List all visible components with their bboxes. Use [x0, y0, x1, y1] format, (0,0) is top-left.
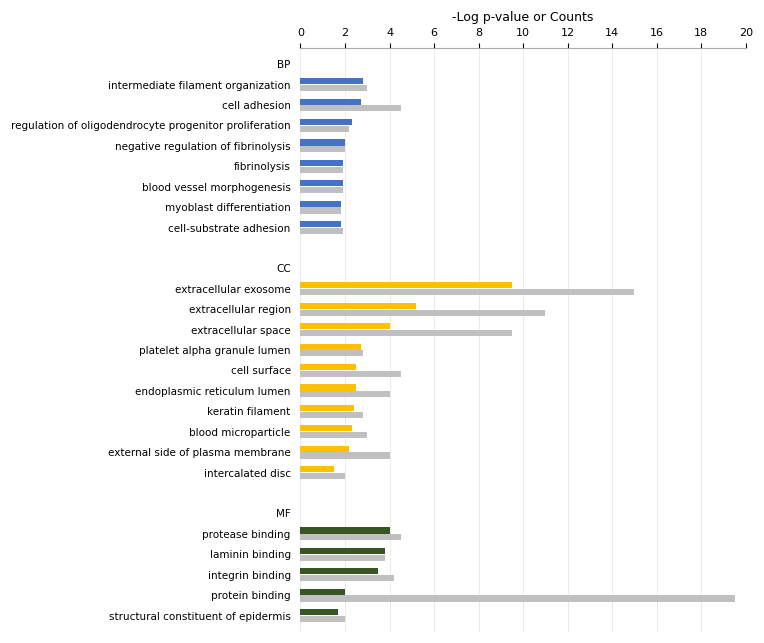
Bar [300, 309, 545, 316]
Bar [300, 385, 356, 390]
Bar [300, 146, 345, 152]
Bar [300, 548, 385, 554]
Bar [300, 98, 361, 105]
Bar [300, 330, 512, 336]
Bar [300, 208, 341, 213]
Bar [300, 119, 351, 125]
Bar [300, 167, 343, 173]
Bar [300, 446, 349, 452]
Bar [300, 78, 363, 84]
Bar [300, 221, 341, 227]
Bar [300, 425, 351, 431]
Bar [300, 527, 390, 534]
Bar [300, 391, 390, 397]
Bar [300, 616, 345, 622]
Bar [300, 228, 343, 234]
Bar [300, 554, 385, 561]
Bar [300, 282, 512, 289]
X-axis label: -Log p-value or Counts: -Log p-value or Counts [452, 11, 594, 24]
Bar [300, 160, 343, 166]
Bar [300, 323, 390, 329]
Bar [300, 350, 363, 356]
Bar [300, 609, 338, 615]
Bar [300, 473, 345, 479]
Bar [300, 453, 390, 458]
Bar [300, 466, 334, 472]
Bar [300, 180, 343, 186]
Bar [300, 371, 400, 377]
Bar [300, 85, 367, 91]
Bar [300, 187, 343, 193]
Bar [300, 534, 400, 540]
Bar [300, 140, 345, 145]
Bar [300, 432, 367, 438]
Bar [300, 364, 356, 370]
Bar [300, 303, 416, 309]
Bar [300, 343, 361, 350]
Bar [300, 125, 349, 132]
Bar [300, 201, 341, 207]
Bar [300, 575, 394, 581]
Bar [300, 589, 345, 595]
Bar [300, 412, 363, 418]
Bar [300, 105, 400, 111]
Bar [300, 595, 735, 602]
Bar [300, 289, 634, 295]
Bar [300, 568, 378, 574]
Bar [300, 405, 354, 411]
